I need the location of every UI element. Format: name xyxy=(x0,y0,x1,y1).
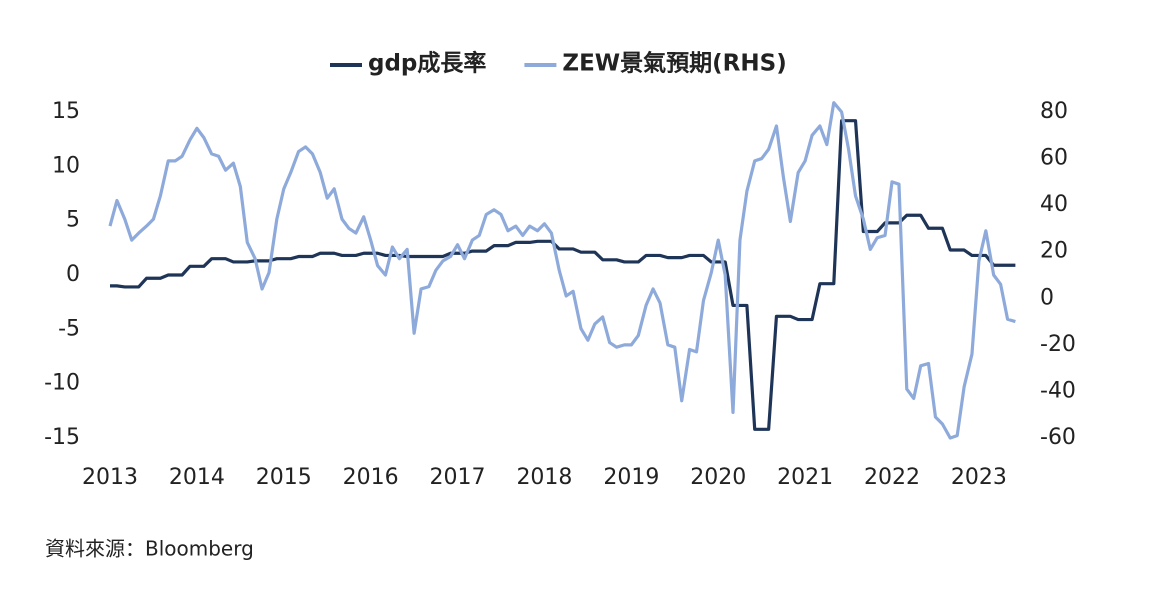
y2-tick-label: 20 xyxy=(1040,239,1068,264)
y2-tick-label: 80 xyxy=(1040,99,1068,124)
y2-tick-label: 0 xyxy=(1040,285,1054,310)
axes: 15 10 5 0 -5 -10 -15 80 60 40 20 0 -20 -40 -60 2013 2014… xyxy=(44,99,1076,490)
x-tick-label: 2014 xyxy=(169,465,225,490)
series-line xyxy=(110,119,1016,431)
y-tick-label: 15 xyxy=(52,99,80,124)
y-tick-label: -15 xyxy=(44,425,80,450)
plot-area xyxy=(108,101,1016,440)
y-tick-label: 5 xyxy=(66,208,80,233)
x-tick-label: 2018 xyxy=(516,465,572,490)
y2-tick-label: 60 xyxy=(1040,146,1068,171)
source-note: 資料來源：Bloomberg xyxy=(45,537,254,561)
x-tick-label: 2013 xyxy=(82,465,138,490)
y2-tick-label: -20 xyxy=(1040,332,1076,357)
x-tick-label: 2020 xyxy=(690,465,746,490)
legend: gdp成長率 ZEW景氣預期(RHS) xyxy=(330,50,787,77)
x-tick-label: 2015 xyxy=(256,465,312,490)
x-tick-label: 2022 xyxy=(864,465,920,490)
x-tick-label: 2021 xyxy=(777,465,833,490)
y-tick-label: 0 xyxy=(66,262,80,287)
series-line xyxy=(108,101,1016,440)
legend-label: ZEW景氣預期(RHS) xyxy=(562,50,786,77)
y2-tick-label: 40 xyxy=(1040,192,1068,217)
x-tick-label: 2016 xyxy=(343,465,399,490)
y-tick-label: 10 xyxy=(52,153,80,178)
y-tick-label: -5 xyxy=(58,316,80,341)
x-tick-label: 2023 xyxy=(951,465,1007,490)
y2-tick-label: -40 xyxy=(1040,378,1076,403)
x-tick-label: 2017 xyxy=(430,465,486,490)
y-tick-label: -10 xyxy=(44,371,80,396)
x-tick-label: 2019 xyxy=(603,465,659,490)
y2-tick-label: -60 xyxy=(1040,425,1076,450)
legend-label: gdp成長率 xyxy=(368,50,486,77)
